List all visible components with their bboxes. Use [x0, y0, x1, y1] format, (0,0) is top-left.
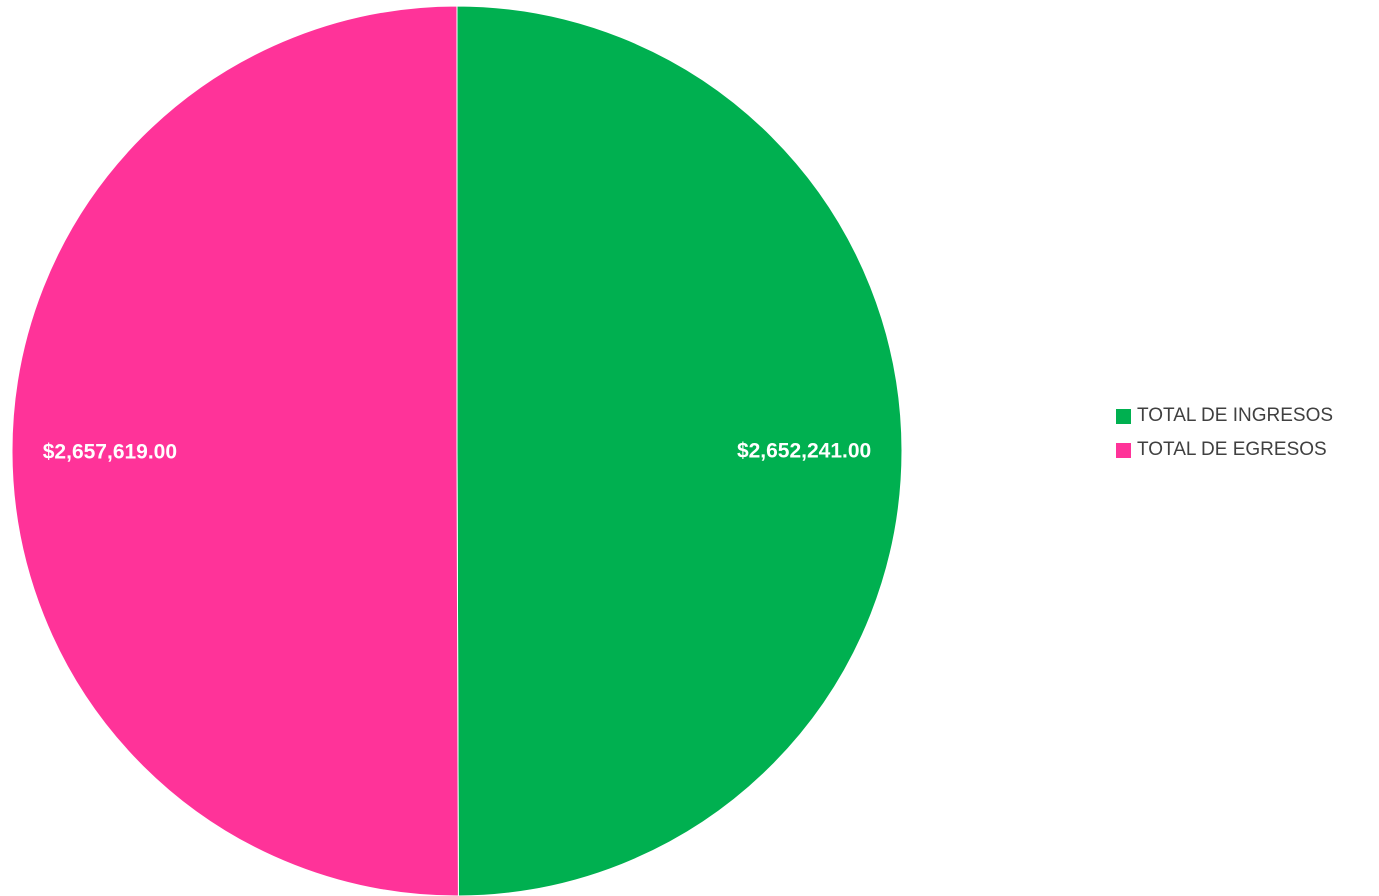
legend-item-ingresos: TOTAL DE INGRESOS	[1116, 402, 1333, 430]
legend-swatch-ingresos	[1116, 408, 1131, 424]
data-label-egresos: $2,657,619.00	[43, 441, 177, 464]
legend-swatch-egresos	[1116, 442, 1131, 458]
pie-slice-egresos	[11, 5, 459, 896]
legend-label-egresos: TOTAL DE EGRESOS	[1137, 439, 1327, 460]
legend-item-egresos: TOTAL DE EGRESOS	[1116, 436, 1333, 464]
legend-label-ingresos: TOTAL DE INGRESOS	[1137, 405, 1334, 426]
chart-legend: TOTAL DE INGRESOS TOTAL DE EGRESOS	[1116, 402, 1333, 470]
pie-slice-ingresos	[456, 5, 903, 896]
data-label-ingresos: $2,652,241.00	[737, 439, 871, 462]
